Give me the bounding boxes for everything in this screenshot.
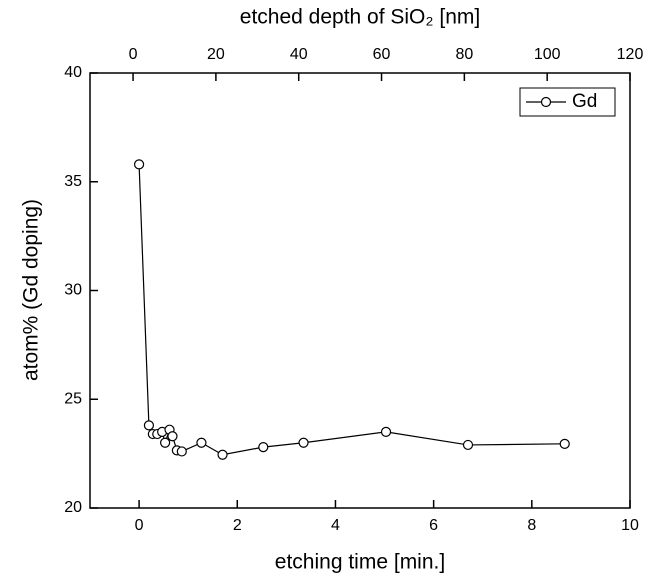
data-point [462, 439, 474, 451]
data-point [380, 426, 392, 437]
x-tick-label: 8 [527, 517, 536, 534]
data-point [160, 437, 171, 448]
x2-tick-label: 0 [129, 46, 138, 63]
x2-tick-label: 120 [617, 46, 644, 63]
data-point [143, 420, 155, 431]
data-point [133, 159, 145, 170]
data-point [217, 449, 228, 460]
x2-tick-label: 60 [373, 46, 391, 63]
y-tick-label: 20 [64, 499, 82, 516]
y-tick-label: 25 [64, 390, 82, 407]
x2-tick-label: 20 [207, 46, 225, 63]
y-tick-label: 35 [64, 173, 82, 190]
x-tick-label: 10 [621, 517, 639, 534]
x2-axis-title: etched depth of SiO₂ [nm] [240, 6, 480, 29]
data-point [258, 442, 269, 453]
y-axis-title: atom% (Gd doping) [20, 199, 43, 381]
x-tick-label: 4 [331, 517, 340, 534]
data-point [298, 437, 309, 448]
x2-tick-label: 100 [534, 46, 561, 63]
x2-tick-label: 40 [290, 46, 308, 63]
data-point [176, 446, 187, 457]
plot-frame [89, 72, 631, 509]
x-tick-label: 6 [429, 517, 438, 534]
y-tick-label: 40 [64, 64, 82, 81]
y-tick-label: 30 [64, 282, 82, 299]
x2-tick-label: 80 [455, 46, 473, 63]
x-axis-title: etching time [min.] [275, 551, 445, 574]
data-point [167, 431, 178, 442]
series-line [138, 164, 565, 456]
x-tick-label: 2 [233, 517, 242, 534]
data-point [559, 438, 570, 449]
legend-label: Gd [572, 91, 597, 112]
data-point [196, 437, 207, 448]
legend-marker [540, 96, 552, 108]
x-tick-label: 0 [135, 517, 144, 534]
